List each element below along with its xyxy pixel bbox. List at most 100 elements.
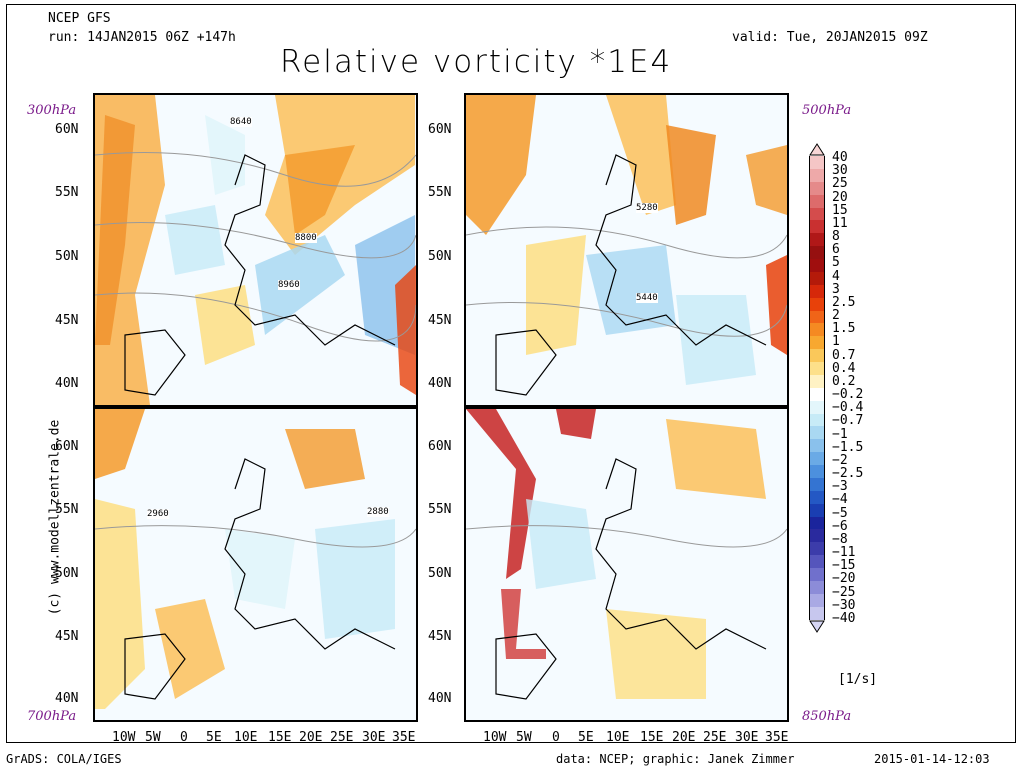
colorbar-label: −11	[832, 545, 856, 560]
colorbar-segment	[809, 220, 825, 234]
copyright-text: (c) www.modellzentrale.de	[47, 419, 63, 616]
level-label-850: 850hPa	[802, 709, 852, 724]
colorbar-label: −0.4	[832, 400, 864, 416]
colorbar-label: 0.4	[832, 360, 856, 376]
run-info: run: 14JAN2015 06Z +147h	[48, 30, 236, 45]
colorbar-label: 4	[832, 268, 840, 284]
contour-label: 5440	[636, 293, 658, 303]
colorbar-segment	[809, 477, 825, 491]
colorbar-label: −2.5	[832, 466, 864, 481]
model-name: NCEP GFS	[48, 11, 111, 26]
colorbar-segment	[809, 542, 825, 556]
colorbar-segment	[809, 233, 825, 247]
chart-frame	[6, 4, 1016, 743]
contour-label: 2960	[147, 509, 169, 519]
lat-label: 55N	[428, 185, 452, 200]
colorbar-label: −40	[832, 610, 856, 626]
lon-label: 25E	[703, 730, 727, 745]
lon-label: 5W	[145, 730, 161, 745]
lat-label: 45N	[55, 629, 79, 644]
colorbar-segment	[809, 516, 825, 530]
lon-label: 25E	[330, 730, 354, 745]
colorbar-segment	[809, 413, 825, 427]
lat-label: 40N	[55, 376, 79, 391]
contour-label: 2880	[367, 507, 389, 517]
colorbar-segment	[809, 529, 825, 543]
lat-label: 40N	[428, 376, 452, 391]
colorbar-label: 1.5	[832, 321, 856, 337]
colorbar-segment	[809, 593, 825, 607]
colorbar-segment	[809, 503, 825, 517]
contour-label: 8960	[278, 280, 300, 290]
lon-label: 15E	[268, 730, 292, 745]
colorbar-segment	[809, 349, 825, 362]
lon-label: 5W	[516, 730, 532, 745]
lat-label: 60N	[428, 122, 452, 137]
lat-label: 60N	[428, 439, 452, 454]
colorbar-label: 25	[832, 176, 848, 192]
lon-label: 10W	[483, 730, 507, 745]
colorbar-segment	[809, 323, 825, 337]
colorbar-segment	[809, 259, 825, 272]
lon-label: 20E	[672, 730, 696, 745]
colorbar-label: −15	[832, 558, 856, 574]
colorbar-label: −8	[832, 531, 848, 547]
colorbar-segment	[809, 490, 825, 504]
lat-label: 55N	[55, 185, 79, 200]
colorbar-label: 0.7	[832, 347, 856, 363]
colorbar-segment	[809, 168, 825, 182]
colorbar-label: −2	[832, 452, 848, 468]
footer-credits: data: NCEP; graphic: Janek Zimmer	[556, 752, 795, 766]
colorbar-label: 15	[832, 202, 848, 218]
level-label-700: 700hPa	[27, 709, 77, 724]
colorbar-label: 0.2	[832, 373, 856, 389]
colorbar-segment	[809, 246, 825, 259]
colorbar-unit: [1/s]	[838, 672, 878, 687]
colorbar-label: −3	[832, 479, 848, 495]
colorbar-label: 40	[832, 150, 848, 165]
lat-label: 45N	[428, 313, 452, 328]
colorbar-segment	[809, 452, 825, 465]
lat-label: 50N	[55, 566, 79, 581]
map-field-300hpa	[95, 95, 416, 405]
colorbar-segment	[809, 400, 825, 414]
colorbar-segment	[809, 555, 825, 568]
lon-label: 5E	[206, 730, 222, 745]
colorbar-label: 30	[832, 163, 848, 179]
map-panel-850hpa	[464, 407, 789, 722]
lon-label: 30E	[735, 730, 759, 745]
colorbar-label: −0.7	[832, 413, 864, 429]
colorbar-label: 3	[832, 281, 840, 297]
colorbar-segment	[809, 310, 825, 324]
colorbar-top-arrow	[809, 143, 825, 156]
colorbar-segment	[809, 271, 825, 285]
colorbar-segment	[809, 426, 825, 440]
colorbar-label: −30	[832, 597, 856, 613]
colorbar-label: −1	[832, 426, 848, 442]
lon-label: 20E	[299, 730, 323, 745]
lat-label: 55N	[428, 502, 452, 517]
colorbar-segment	[809, 568, 825, 581]
colorbar-segment	[809, 181, 825, 195]
colorbar-label: −6	[832, 518, 848, 534]
lon-label: 10E	[234, 730, 258, 745]
lon-label: 10W	[112, 730, 136, 745]
colorbar-label: 8	[832, 229, 840, 244]
colorbar-label: −0.2	[832, 387, 864, 402]
map-panel-500hpa: 5280 5440	[464, 93, 789, 407]
map-panel-700hpa: 2960 2880	[93, 407, 418, 722]
colorbar-segment	[809, 207, 825, 221]
lon-label: 10E	[606, 730, 630, 745]
map-field-850hpa	[466, 409, 787, 720]
lat-label: 45N	[428, 629, 452, 644]
level-label-300: 300hPa	[27, 103, 77, 118]
colorbar-label: −20	[832, 571, 856, 587]
colorbar-label: 20	[832, 189, 848, 205]
lat-label: 50N	[55, 249, 79, 264]
contour-label: 5280	[636, 203, 658, 213]
colorbar-label: −1.5	[832, 439, 864, 455]
colorbar-label: −25	[832, 584, 856, 600]
footer-grads: GrADS: COLA/IGES	[6, 752, 122, 766]
colorbar-label: −4	[832, 492, 848, 508]
colorbar-segments	[809, 156, 825, 620]
